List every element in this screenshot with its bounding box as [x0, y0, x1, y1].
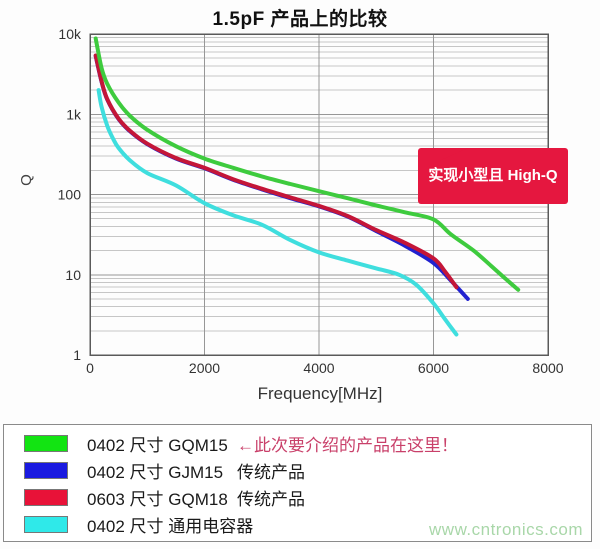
x-tick-label: 0 [86, 360, 94, 376]
chart-title: 1.5pF 产品上的比较 [212, 9, 388, 30]
legend-box: 0402 尺寸 GQM15 ←此次要介绍的产品在这里！ 0402 尺寸 GJM1… [3, 424, 592, 542]
highq-callout-label: 实现小型且 High-Q [428, 166, 558, 184]
x-tick-label: 2000 [189, 360, 220, 376]
legend-model-label: 0402 尺寸 GJM15 [87, 463, 224, 482]
legend-note: 传统产品 [237, 490, 305, 509]
y-tick-label: 1 [73, 347, 81, 363]
x-tick-label: 8000 [532, 360, 563, 376]
x-tick-label: 4000 [303, 360, 334, 376]
legend-swatch-red [24, 489, 68, 506]
y-tick-label: 1k [66, 106, 82, 122]
legend-swatch-green [24, 435, 68, 452]
q-vs-frequency-chart: 1 10 100 1k 10k 0 2000 4000 6000 8000 [58, 26, 564, 376]
highq-callout-badge: 实现小型且 High-Q [418, 148, 568, 204]
curve-gqm15-0402 [93, 36, 521, 292]
curve-gjm15-0402 [93, 54, 470, 301]
y-tick-label: 10 [65, 267, 81, 283]
legend-model-label: 0402 尺寸 通用电容器 [87, 517, 254, 536]
callout-tail-icon [430, 148, 468, 165]
y-tick-label: 10k [58, 26, 82, 42]
y-axis-title: Q [18, 174, 35, 186]
legend-note: 传统产品 [237, 463, 305, 482]
x-axis-title: Frequency[MHz] [257, 384, 383, 403]
legend-item-generic: 0402 尺寸 通用电容器 [4, 511, 591, 538]
legend-item-gqm18: 0603 尺寸 GQM18 传统产品 [4, 484, 591, 511]
legend-swatch-blue [24, 462, 68, 479]
legend-item-gjm15: 0402 尺寸 GJM15 传统产品 [4, 457, 591, 484]
y-tick-label: 100 [58, 187, 82, 203]
curve-generic-0402 [96, 88, 459, 337]
legend-model-label: 0402 尺寸 GQM15 [87, 436, 228, 455]
legend-item-gqm15: 0402 尺寸 GQM15 ←此次要介绍的产品在这里！ [4, 430, 591, 457]
legend-note-highlight: ←此次要介绍的产品在这里！ [237, 436, 458, 455]
legend-model-label: 0603 尺寸 GQM18 [87, 490, 228, 509]
watermark: www.cntronics.com [429, 520, 583, 539]
legend-swatch-cyan [24, 516, 68, 533]
x-tick-label: 6000 [418, 360, 449, 376]
curve-gqm18-0603 [93, 53, 459, 290]
